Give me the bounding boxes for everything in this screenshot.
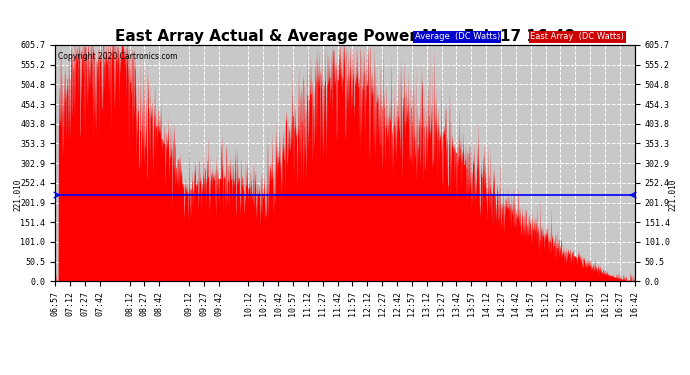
Text: Copyright 2020 Cartronics.com: Copyright 2020 Cartronics.com: [58, 52, 177, 61]
Text: Average  (DC Watts): Average (DC Watts): [415, 33, 500, 42]
Text: 221.010: 221.010: [668, 179, 677, 211]
Title: East Array Actual & Average Power Mon Feb 17 16:48: East Array Actual & Average Power Mon Fe…: [115, 29, 575, 44]
Text: East Array  (DC Watts): East Array (DC Watts): [531, 33, 624, 42]
Text: 221.010: 221.010: [13, 179, 22, 211]
